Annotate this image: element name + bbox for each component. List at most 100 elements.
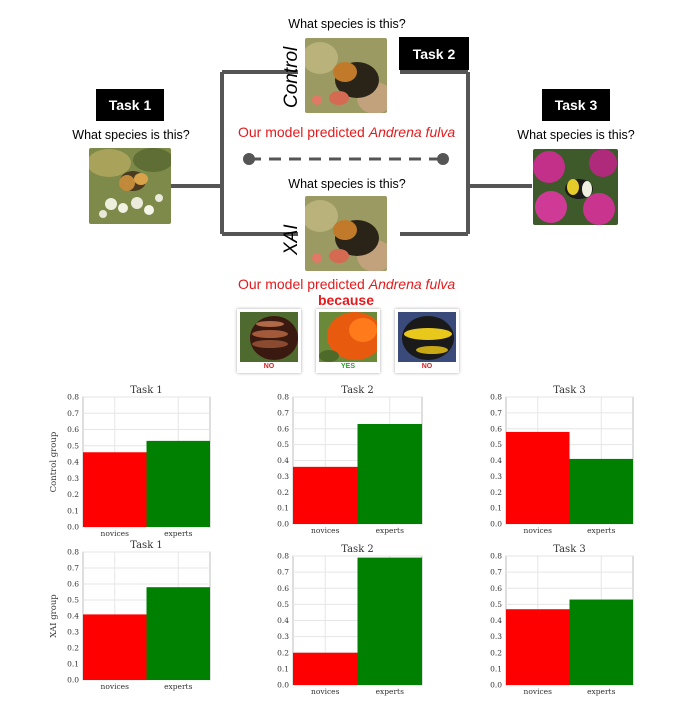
bar-novices — [293, 652, 358, 685]
xai-prediction-text: Our model predicted Andrena fulva — [238, 276, 456, 292]
y-tick-label: 0.8 — [67, 548, 79, 557]
task3-question: What species is this? — [517, 128, 635, 142]
x-tick-label: novices — [311, 526, 340, 535]
task1-label: Task 1 — [96, 89, 164, 121]
x-tick-label: experts — [587, 526, 616, 535]
y-tick-label: 0.3 — [490, 632, 502, 641]
bar-chart-2: 0.0 0.1 0.2 0.3 0.4 0.5 0.6 0.7 0.8 novices expert… — [277, 385, 423, 535]
y-tick-label: 0.7 — [277, 408, 289, 417]
y-tick-label: 0.5 — [490, 600, 502, 609]
y-tick-label: 0.2 — [490, 648, 502, 657]
y-tick-label: 0.5 — [67, 441, 79, 450]
y-tick-label: 0.6 — [67, 580, 79, 589]
row-label: Control group — [49, 431, 59, 492]
y-tick-label: 0.0 — [277, 681, 289, 690]
y-tick-label: 0.1 — [67, 506, 79, 515]
chart-title: Task 1 — [130, 540, 163, 551]
y-tick-label: 0.0 — [67, 523, 79, 532]
control-bee-photo — [305, 38, 387, 113]
y-tick-label: 0.1 — [277, 504, 289, 513]
y-tick-label: 0.1 — [490, 504, 502, 513]
y-tick-label: 0.2 — [277, 488, 289, 497]
explanation-answer-1: NO — [263, 363, 275, 370]
task2-label: Task 2 — [399, 37, 469, 70]
y-tick-label: 0.5 — [490, 440, 502, 449]
y-tick-label: 0.1 — [490, 664, 502, 673]
bar-experts — [569, 599, 633, 685]
y-tick-label: 0.6 — [67, 425, 79, 434]
y-tick-label: 0.5 — [277, 600, 289, 609]
bar-novices — [506, 431, 570, 524]
y-tick-label: 0.2 — [490, 488, 502, 497]
explanation-card-2: YES — [316, 309, 380, 373]
x-tick-label: novices — [524, 687, 553, 696]
chart-title: Task 2 — [341, 385, 374, 396]
y-tick-label: 0.6 — [490, 424, 502, 433]
dashed-separator — [243, 153, 449, 165]
y-tick-label: 0.0 — [490, 681, 502, 690]
y-tick-label: 0.2 — [67, 644, 79, 653]
bar-novices — [83, 452, 147, 527]
y-tick-label: 0.2 — [67, 490, 79, 499]
y-tick-label: 0.4 — [490, 456, 502, 465]
chart-title: Task 2 — [341, 544, 374, 555]
prediction-species: Andrena fulva — [368, 124, 456, 140]
x-tick-label: experts — [376, 687, 405, 696]
bar-novices — [83, 614, 147, 680]
y-tick-label: 0.3 — [277, 472, 289, 481]
x-tick-label: experts — [164, 682, 193, 691]
y-tick-label: 0.3 — [67, 474, 79, 483]
bar-chart-3: 0.0 0.1 0.2 0.3 0.4 0.5 0.6 0.7 0.8 novices expert… — [490, 385, 634, 535]
x-tick-label: novices — [101, 682, 130, 691]
chart-title: Task 3 — [553, 385, 586, 396]
x-tick-label: experts — [376, 526, 405, 535]
y-tick-label: 0.0 — [490, 520, 502, 529]
chart-title: Task 3 — [553, 544, 586, 555]
bar-experts — [357, 423, 422, 524]
bar-experts — [146, 587, 210, 680]
task3-label: Task 3 — [542, 89, 610, 121]
y-tick-label: 0.6 — [277, 424, 289, 433]
explanation-answer-2: YES — [340, 363, 355, 370]
y-tick-label: 0.8 — [490, 552, 502, 561]
prediction-prefix: Our model predicted — [238, 276, 369, 292]
connector-lines — [170, 70, 532, 236]
control-question: What species is this? — [288, 17, 406, 31]
bar-experts — [357, 557, 422, 685]
bar-chart-1: 0.0 0.1 0.2 0.3 0.4 0.5 0.6 0.7 0.8 novices expert… — [49, 385, 211, 538]
y-tick-label: 0.4 — [67, 458, 79, 467]
y-tick-label: 0.5 — [277, 440, 289, 449]
y-tick-label: 0.8 — [67, 393, 79, 402]
prediction-prefix: Our model predicted — [238, 124, 369, 140]
prototype-fur-image — [319, 312, 377, 362]
y-tick-label: 0.7 — [67, 409, 79, 418]
x-tick-label: novices — [101, 529, 130, 538]
y-tick-label: 0.7 — [490, 568, 502, 577]
bar-experts — [569, 458, 633, 524]
y-tick-label: 0.7 — [67, 564, 79, 573]
y-tick-label: 0.5 — [67, 596, 79, 605]
bar-chart-4: 0.0 0.1 0.2 0.3 0.4 0.5 0.6 0.7 0.8 novices expert… — [49, 540, 211, 691]
explanation-card-1: NO — [237, 309, 301, 373]
y-tick-label: 0.7 — [277, 568, 289, 577]
bar-chart-5: 0.0 0.1 0.2 0.3 0.4 0.5 0.6 0.7 0.8 novices expert… — [277, 544, 423, 696]
task1-bee-photo — [89, 148, 171, 224]
prediction-species: Andrena fulva — [368, 276, 456, 292]
y-tick-label: 0.7 — [490, 408, 502, 417]
explanation-answer-3: NO — [421, 363, 433, 370]
prototype-abdomen-image — [240, 312, 298, 362]
chart-title: Task 1 — [130, 385, 163, 396]
bar-chart-6: 0.0 0.1 0.2 0.3 0.4 0.5 0.6 0.7 0.8 novices expert… — [490, 544, 634, 696]
y-tick-label: 0.0 — [67, 676, 79, 685]
bar-novices — [293, 466, 358, 524]
y-tick-label: 0.4 — [67, 612, 79, 621]
prototype-stripes-image — [398, 312, 456, 362]
task1-question: What species is this? — [72, 128, 190, 142]
y-tick-label: 0.3 — [277, 632, 289, 641]
y-tick-label: 0.8 — [277, 552, 289, 561]
y-tick-label: 0.8 — [277, 393, 289, 402]
explanation-card-3: NO — [395, 309, 459, 373]
bar-novices — [506, 609, 570, 685]
y-tick-label: 0.4 — [277, 616, 289, 625]
